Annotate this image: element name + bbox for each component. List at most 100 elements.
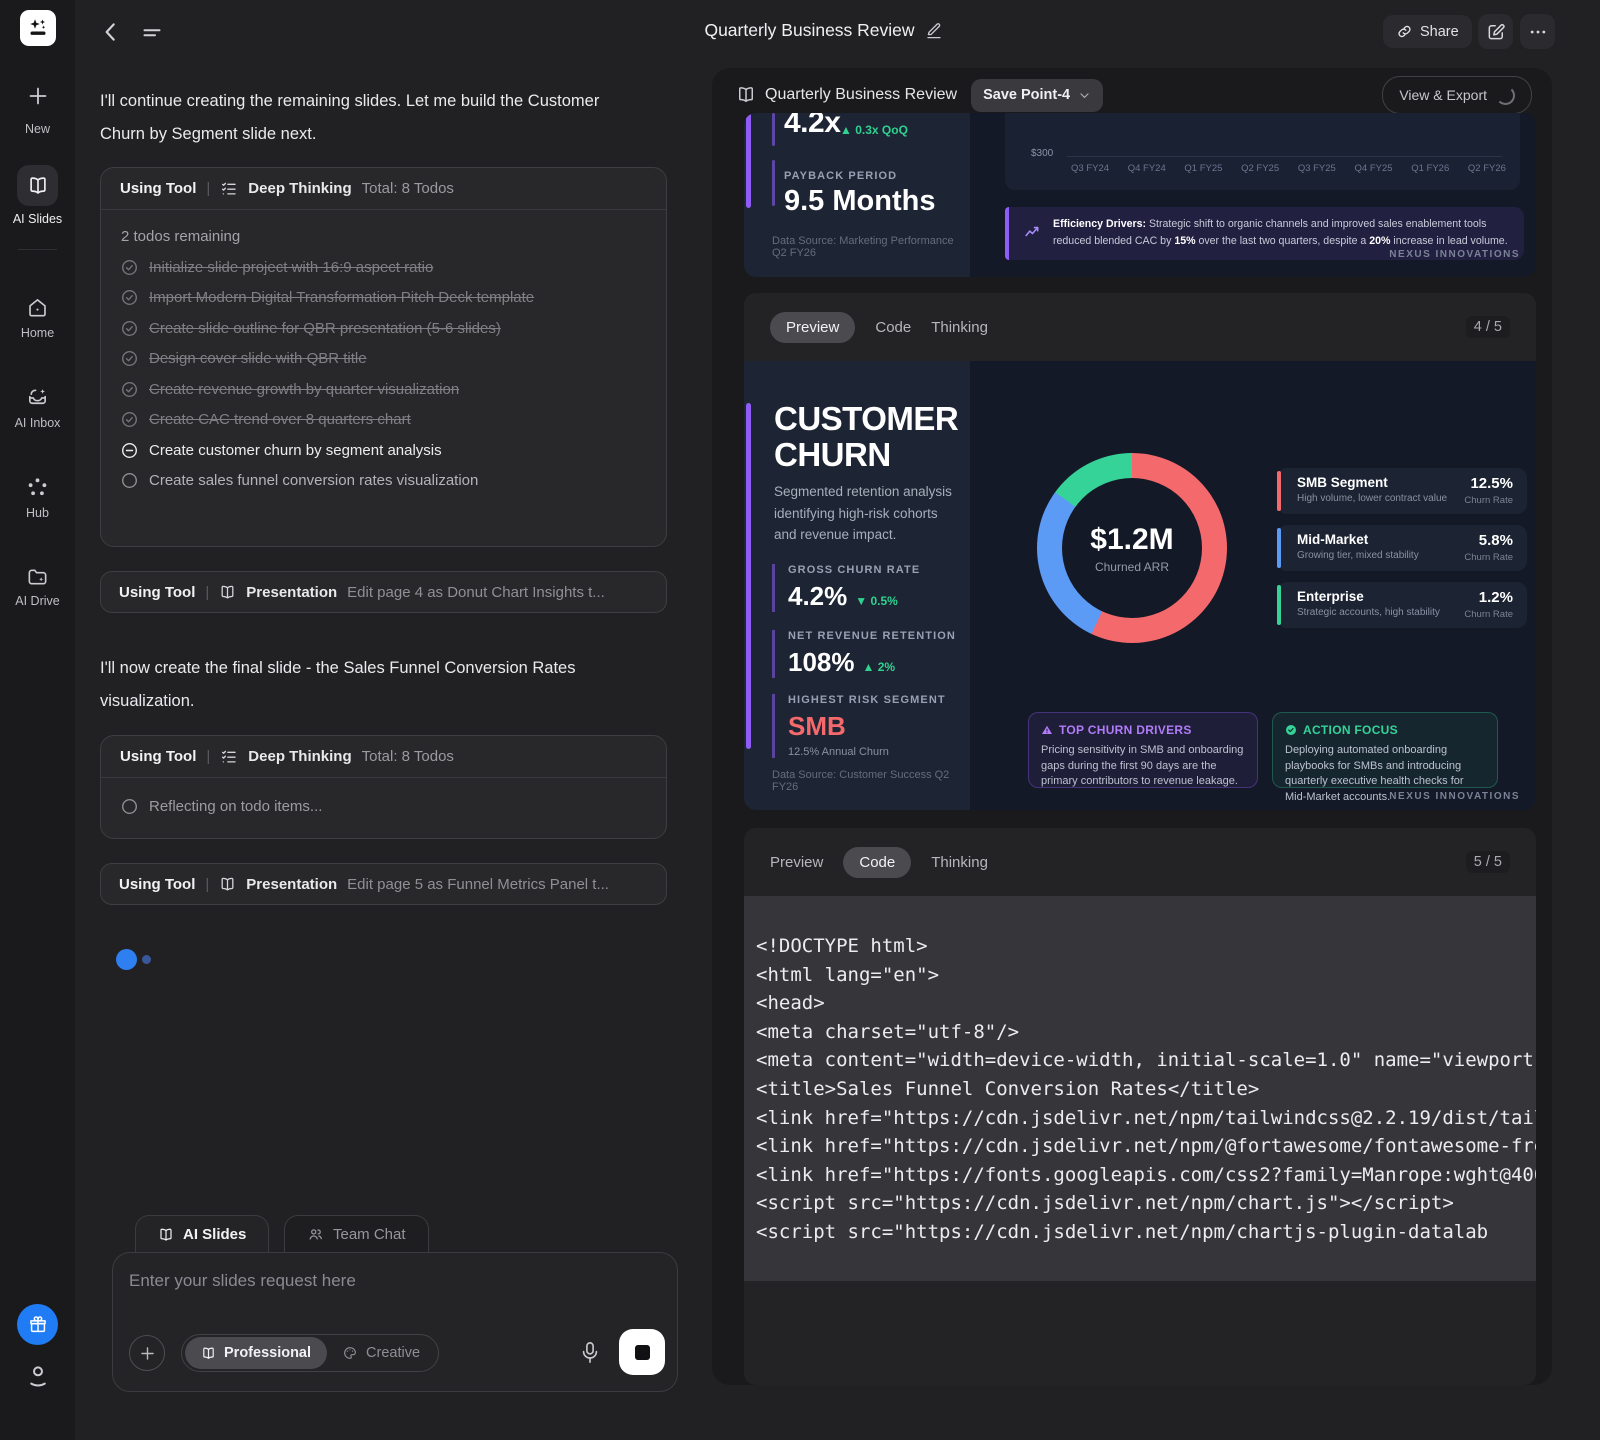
palette-icon — [342, 1345, 358, 1361]
team-people-icon — [307, 1226, 324, 1243]
code-viewer[interactable]: <!DOCTYPE html> <html lang="en"> <head> … — [744, 896, 1536, 1281]
mode-creative[interactable]: Creative — [327, 1345, 435, 1361]
tab-preview[interactable]: Preview — [770, 311, 856, 343]
todo-total: Total: 8 Todos — [361, 180, 454, 197]
sidebar-item-ai-inbox[interactable] — [0, 386, 75, 409]
slide-preview-card-3[interactable]: 4.2x ▲ 0.3x QoQ PAYBACK PERIOD 9.5 Month… — [744, 113, 1536, 277]
customer-churn-slide[interactable]: CUSTOMER CHURN Segmented retention analy… — [744, 361, 1536, 810]
tool-name: Presentation — [246, 875, 338, 893]
sidebar-item-home[interactable] — [0, 296, 75, 319]
input-placeholder[interactable]: Enter your slides request here — [129, 1271, 356, 1290]
cac-chart-box: $300 Q3 FY24 Q4 FY24 Q1 FY25 Q2 FY25 Q3 … — [1005, 113, 1520, 190]
slides-request-input-box[interactable]: Enter your slides request here Professio… — [112, 1252, 678, 1392]
slide-preview-card-4: Preview Code Thinking 4 / 5 CUSTOMER CHU… — [744, 293, 1536, 810]
more-menu-button[interactable] — [1520, 14, 1555, 49]
circle-icon — [121, 472, 138, 489]
rename-pencil-icon[interactable] — [925, 21, 944, 40]
edit-square-icon — [1486, 22, 1506, 42]
donut-center: $1.2M Churned ARR — [1062, 478, 1202, 618]
segment-card-midmarket: Mid-Market Growing tier, mixed stability… — [1277, 525, 1527, 571]
tool-detail: Edit page 4 as Donut Chart Insights t... — [347, 583, 605, 601]
tool-name: Deep Thinking — [248, 748, 352, 765]
tool-detail: Edit page 5 as Funnel Metrics Panel t... — [347, 875, 609, 893]
sidebar-item-ai-slides[interactable] — [17, 165, 58, 206]
presentation-tool-pill-1[interactable]: Using Tool | Presentation Edit page 4 as… — [100, 571, 667, 613]
churn-donut-chart: $1.2M Churned ARR — [1037, 453, 1227, 643]
app-logo[interactable] — [20, 10, 56, 46]
check-circle-icon — [121, 381, 138, 398]
typing-indicator-dot-small — [142, 955, 151, 964]
data-source: Data Source: Marketing Performance Q2 FY… — [772, 235, 954, 259]
line-chart-icon — [1023, 222, 1042, 241]
payback-label: PAYBACK PERIOD — [784, 170, 898, 182]
tab-thinking[interactable]: Thinking — [931, 318, 988, 336]
input-tab-ai-slides[interactable]: AI Slides — [135, 1215, 270, 1253]
segment-accent — [1277, 528, 1281, 568]
deep-thinking-header[interactable]: Using Tool | Deep Thinking Total: 8 Todo… — [101, 168, 666, 210]
tab-thinking[interactable]: Thinking — [931, 853, 988, 871]
folder-ai-icon — [26, 566, 49, 589]
share-button[interactable]: Share — [1383, 15, 1472, 48]
share-label: Share — [1420, 23, 1459, 40]
todo-item: Create revenue growth by quarter visuali… — [121, 381, 646, 398]
ai-drive-label: AI Drive — [15, 594, 60, 608]
check-circle-icon — [121, 289, 138, 306]
slide-accent-bar — [746, 403, 751, 749]
sidebar-item-ai-drive[interactable] — [0, 566, 75, 589]
doc-book-icon — [736, 85, 756, 105]
new-chat-button[interactable] — [0, 84, 75, 108]
reflecting-row: Reflecting on todo items... — [121, 798, 646, 815]
stop-generating-button[interactable] — [619, 1329, 665, 1375]
tab-preview[interactable]: Preview — [770, 853, 824, 871]
segment-card-smb: SMB Segment High volume, lower contract … — [1277, 468, 1527, 514]
deep-thinking-header[interactable]: Using Tool | Deep Thinking Total: 8 Todo… — [101, 736, 666, 778]
efficiency-callout-text: Efficiency Drivers: Strategic shift to o… — [1053, 218, 1508, 247]
metric-gross-churn: GROSS CHURN RATE 4.2% ▼ 0.5% — [772, 564, 920, 612]
separator: | — [205, 583, 210, 601]
user-icon — [24, 1360, 52, 1392]
checklist-icon — [220, 180, 238, 198]
brand-footer: NEXUS INNOVATIONS — [1389, 249, 1520, 260]
account-button[interactable] — [0, 1360, 75, 1392]
ltv-cac-value: 4.2x — [784, 113, 841, 139]
mode-professional[interactable]: Professional — [185, 1337, 328, 1369]
save-point-dropdown[interactable]: Save Point-4 — [971, 78, 1104, 112]
action-focus-callout: ACTION FOCUS Deploying automated onboard… — [1272, 712, 1498, 803]
warning-triangle-icon — [1041, 724, 1053, 736]
slide-title: CUSTOMER CHURN — [774, 400, 959, 473]
gift-icon — [27, 1314, 49, 1336]
rewards-gift-button[interactable] — [17, 1304, 58, 1345]
sidebar-item-hub[interactable] — [0, 476, 75, 499]
back-button[interactable] — [98, 19, 124, 45]
document-title: Quarterly Business Review — [765, 86, 958, 103]
using-tool-label: Using Tool — [119, 875, 196, 893]
slide4-left-panel: CUSTOMER CHURN Segmented retention analy… — [744, 361, 970, 810]
todo-item: Create CAC trend over 8 quarters chart — [121, 411, 646, 428]
using-tool-label: Using Tool — [119, 583, 196, 601]
slide-code-card-5: Preview Code Thinking 5 / 5 <!DOCTYPE ht… — [744, 828, 1536, 1385]
conversation-list-button[interactable] — [140, 21, 164, 45]
page-title: Quarterly Business Review — [704, 20, 943, 41]
metric-bar — [772, 160, 775, 206]
minus-circle-icon — [121, 442, 138, 459]
new-edit-button[interactable] — [1478, 14, 1513, 49]
page-counter: 4 / 5 — [1465, 316, 1510, 338]
tab-code[interactable]: Code — [843, 846, 912, 878]
tab-code[interactable]: Code — [875, 318, 912, 336]
professional-book-icon — [201, 1346, 216, 1361]
home-label: Home — [20, 326, 55, 340]
view-export-button[interactable]: View & Export — [1382, 76, 1532, 114]
home-icon — [26, 296, 49, 319]
presentation-book-icon — [219, 876, 236, 893]
link-icon — [1396, 23, 1413, 40]
mic-button[interactable] — [579, 1339, 601, 1366]
y-axis-tick: $300 — [1031, 148, 1054, 159]
plus-icon — [26, 84, 50, 108]
segment-list: SMB Segment High volume, lower contract … — [1277, 468, 1527, 628]
check-badge-icon — [1285, 724, 1297, 736]
attach-button[interactable] — [129, 1335, 165, 1371]
efficiency-callout: Efficiency Drivers: Strategic shift to o… — [1005, 207, 1524, 260]
input-tab-team-chat[interactable]: Team Chat — [284, 1215, 429, 1253]
presentation-tool-pill-2[interactable]: Using Tool | Presentation Edit page 5 as… — [100, 863, 667, 905]
deep-thinking-card-1: Using Tool | Deep Thinking Total: 8 Todo… — [100, 167, 667, 547]
